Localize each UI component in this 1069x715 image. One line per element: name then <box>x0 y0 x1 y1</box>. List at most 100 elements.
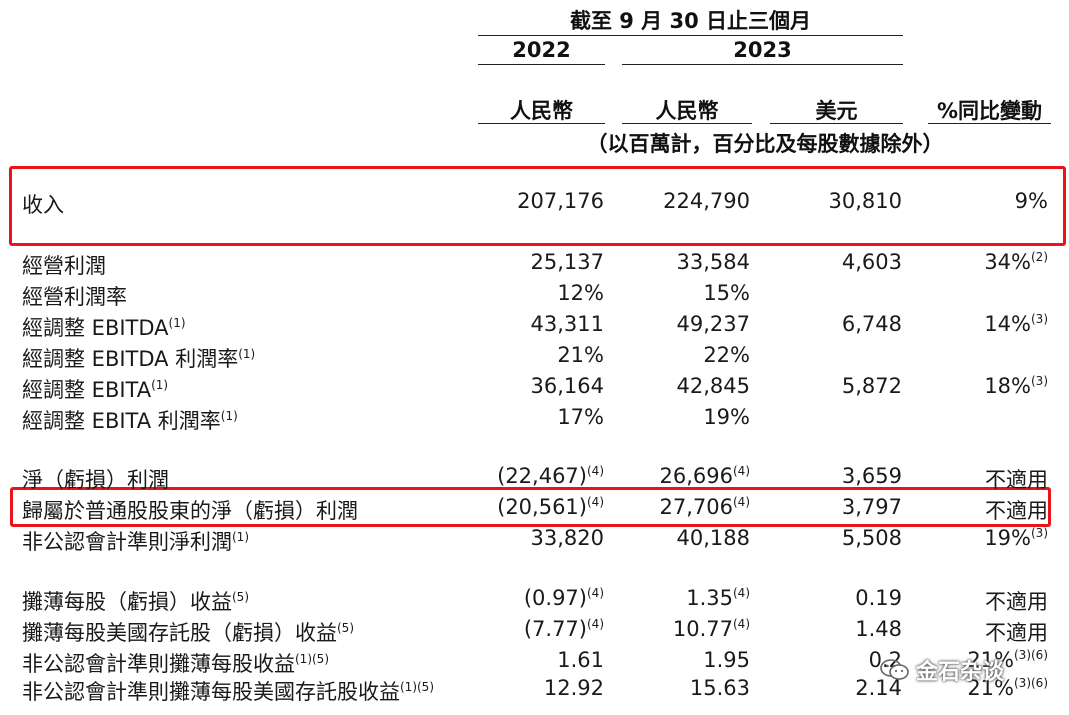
period-rule <box>478 35 903 36</box>
value-2023-rmb-text: 15.63 <box>689 676 750 700</box>
value-2023-usd-text: 3,659 <box>841 464 902 488</box>
value-yoy-text: 21% <box>967 676 1014 700</box>
row-label-footnote: (1) <box>220 409 238 423</box>
value-yoy: 不適用 <box>868 617 1048 647</box>
value-2022-rmb-text: 33,820 <box>530 526 604 550</box>
row-label: 經調整 EBITDA(1) <box>22 312 186 342</box>
row-label: 非公認會計準則淨利潤(1) <box>22 526 249 556</box>
value-2022-rmb: 207,176 <box>424 189 604 213</box>
value-yoy-footnote: (3) <box>1031 312 1048 326</box>
row-label-text: 經營利潤率 <box>22 285 127 309</box>
value-2023-rmb: 10.77(4) <box>570 617 750 641</box>
value-2023-usd-text: 30,810 <box>828 189 902 213</box>
value-2023-rmb: 15% <box>570 281 750 305</box>
year-2022: 2022 <box>512 38 571 62</box>
year-2023-rule <box>622 64 903 65</box>
value-2023-rmb-footnote: (4) <box>733 495 750 509</box>
row-label-footnote: (1) <box>232 530 249 544</box>
row-label-text: 經調整 EBITDA 利潤率 <box>22 347 239 371</box>
value-yoy: 14%(3) <box>868 312 1048 336</box>
row-label: 經調整 EBITA 利潤率(1) <box>22 405 238 435</box>
value-2022-rmb: (0.97)(4) <box>424 586 604 610</box>
value-2022-rmb-text: (0.97) <box>523 586 587 610</box>
value-2023-rmb: 42,845 <box>570 374 750 398</box>
value-yoy-text: 21% <box>967 648 1014 672</box>
value-yoy-text: 不適用 <box>985 590 1048 614</box>
value-yoy-text: 18% <box>984 374 1031 398</box>
value-2022-rmb: (22,467)(4) <box>424 464 604 488</box>
value-2022-rmb-text: (22,467) <box>497 464 587 488</box>
value-2023-usd: 1.48 <box>722 617 902 641</box>
value-2022-rmb: 17% <box>424 405 604 429</box>
value-2023-usd-text: 5,508 <box>841 526 902 550</box>
value-2022-rmb-text: 12% <box>557 281 604 305</box>
value-yoy-text: 19% <box>984 526 1031 550</box>
value-2023-rmb-text: 19% <box>703 405 750 429</box>
value-2022-rmb: 1.61 <box>424 648 604 672</box>
value-yoy-footnote: (3) <box>1031 374 1048 388</box>
value-2022-rmb: 12.92 <box>424 676 604 700</box>
row-label-text: 經調整 EBITDA <box>22 316 169 340</box>
wechat-icon <box>880 659 909 680</box>
row-label-footnote: (1) <box>168 316 186 330</box>
value-2022-rmb-text: 36,164 <box>530 374 604 398</box>
value-2023-usd-text: 1.48 <box>855 617 902 641</box>
value-yoy: 不適用 <box>868 464 1048 494</box>
value-2022-rmb-footnote: (4) <box>587 617 604 631</box>
col-yoy: %同比變動 <box>936 99 1043 123</box>
value-yoy-text: 不適用 <box>985 468 1048 492</box>
value-2022-rmb-text: 12.92 <box>543 676 604 700</box>
value-yoy-footnote: (3)(6) <box>1014 676 1048 690</box>
value-2022-rmb-text: 1.61 <box>557 648 604 672</box>
value-2023-usd-text: 2.14 <box>855 676 902 700</box>
value-2023-rmb: 40,188 <box>570 526 750 550</box>
value-2023-rmb-text: 33,584 <box>676 250 750 274</box>
value-2023-rmb-text: 22% <box>703 343 750 367</box>
value-yoy: 21%(3)(6) <box>868 648 1048 672</box>
value-2022-rmb-footnote: (4) <box>587 464 604 478</box>
value-2022-rmb: (7.77)(4) <box>424 617 604 641</box>
highlight-revenue-row <box>9 166 1066 246</box>
value-yoy-footnote: (3)(6) <box>1014 648 1048 662</box>
value-2023-rmb-text: 224,790 <box>663 189 750 213</box>
value-yoy-text: 9% <box>1014 189 1048 213</box>
value-2022-rmb-text: (20,561) <box>497 495 587 519</box>
value-2023-rmb: 1.95 <box>570 648 750 672</box>
value-2023-rmb: 224,790 <box>570 189 750 213</box>
value-yoy: 21%(3)(6) <box>868 676 1048 700</box>
value-2023-usd: 3,659 <box>722 464 902 488</box>
value-2023-usd: 5,508 <box>722 526 902 550</box>
value-2022-rmb-text: 43,311 <box>530 312 604 336</box>
value-2023-usd: 0.19 <box>722 586 902 610</box>
value-yoy-footnote: (3) <box>1031 526 1048 540</box>
value-2022-rmb-footnote: (4) <box>587 495 604 509</box>
row-label-footnote: (1) <box>238 347 256 361</box>
value-2023-rmb-text: 15% <box>703 281 750 305</box>
value-2023-usd: 2.14 <box>722 676 902 700</box>
row-label: 攤薄每股（虧損）收益(5) <box>22 586 249 616</box>
value-2023-rmb: 1.35(4) <box>570 586 750 610</box>
row-label-footnote: (5) <box>337 621 354 635</box>
value-2022-rmb-text: 17% <box>557 405 604 429</box>
row-label: 攤薄每股美國存託股（虧損）收益(5) <box>22 617 354 647</box>
watermark: 金石杂谈 <box>880 645 1060 695</box>
row-label: 收入 <box>22 189 64 219</box>
value-2023-rmb: 27,706(4) <box>570 495 750 519</box>
value-2022-rmb: (20,561)(4) <box>424 495 604 519</box>
year-2023: 2023 <box>733 38 792 62</box>
value-2022-rmb: 33,820 <box>424 526 604 550</box>
value-2022-rmb-text: 207,176 <box>517 189 604 213</box>
value-2023-usd: 5,872 <box>722 374 902 398</box>
value-yoy-text: 34% <box>984 250 1031 274</box>
value-2022-rmb: 21% <box>424 343 604 367</box>
row-label-text: 淨（虧損）利潤 <box>22 468 169 492</box>
value-2023-rmb-text: 27,706 <box>659 495 733 519</box>
row-label: 經調整 EBITA(1) <box>22 374 168 404</box>
value-yoy: 34%(2) <box>868 250 1048 274</box>
value-2023-usd-text: 4,603 <box>841 250 902 274</box>
value-2022-rmb-text: 25,137 <box>530 250 604 274</box>
value-2022-rmb: 43,311 <box>424 312 604 336</box>
row-label-footnote: (1) <box>151 378 169 392</box>
row-label-footnote: (5) <box>232 590 249 604</box>
value-2023-rmb-text: 49,237 <box>676 312 750 336</box>
